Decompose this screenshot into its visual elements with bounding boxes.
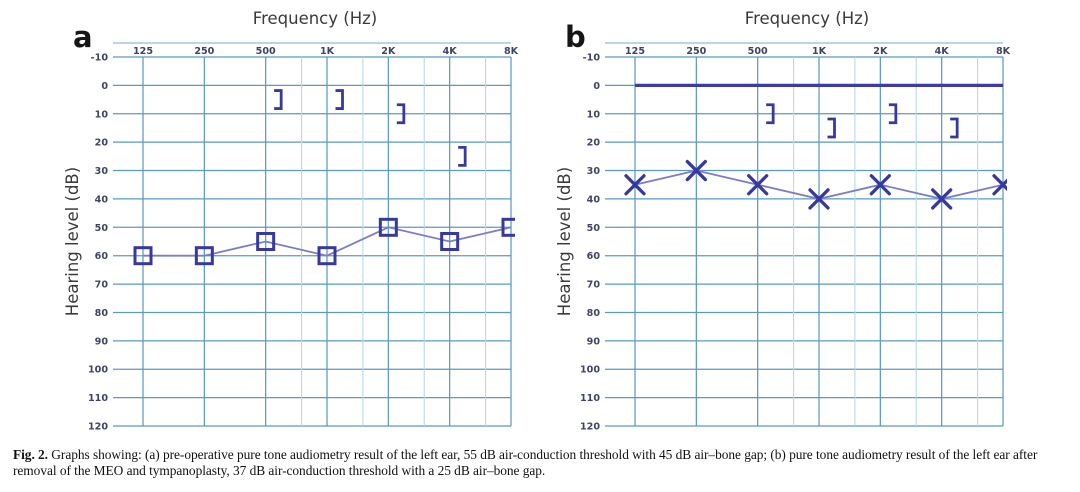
tick-labels: 125 250 500 1K 2K 4K 8K -10 0 10 20 30 40 50 60 70 80 90 1… xyxy=(88,46,519,432)
y-tick-label: 20 xyxy=(587,138,601,149)
x-tick-label: 250 xyxy=(194,46,214,57)
y-tick-label: 40 xyxy=(95,194,109,205)
y-tick-label: 60 xyxy=(587,251,601,262)
y-tick-label: 0 xyxy=(593,81,600,92)
square-marker xyxy=(440,232,460,252)
x-tick-label: 8K xyxy=(504,46,519,57)
square-marker xyxy=(133,246,153,266)
y-tick-label: 50 xyxy=(587,223,601,234)
y-tick-label: 10 xyxy=(95,109,109,120)
figure-caption: Fig. 2. Graphs showing: (a) pre-operativ… xyxy=(13,447,1071,480)
audiogram-panel-a: 125 250 500 1K 2K 4K 8K -10 0 10 20 30 40 50 60 70 80 90 1… xyxy=(63,9,519,432)
x-tick-label: 125 xyxy=(133,46,153,57)
bracket-marker xyxy=(274,89,283,110)
x-tick-label: 500 xyxy=(256,46,276,57)
y-tick-label: 20 xyxy=(95,138,109,149)
y-tick-label: 50 xyxy=(95,223,109,234)
audiogram-panel-b: 125 250 500 1K 2K 4K 8K -10 0 10 20 30 40 50 60 70 80 90 1… xyxy=(555,9,1011,432)
x-marker xyxy=(624,174,646,196)
x-marker xyxy=(869,174,891,196)
y-axis-title: Hearing level (dB) xyxy=(555,167,574,316)
caption-label: Fig. 2. xyxy=(13,447,48,462)
series-square xyxy=(133,217,515,266)
bracket-marker xyxy=(827,117,836,139)
bracket-marker xyxy=(766,103,775,125)
series-bracket xyxy=(274,89,467,167)
panel-label: a xyxy=(73,20,93,54)
x-marker xyxy=(931,188,953,210)
x-tick-label: 125 xyxy=(625,46,645,57)
y-tick-label: 70 xyxy=(587,280,601,291)
x-tick-label: 8K xyxy=(996,46,1011,57)
x-tick-label: 1K xyxy=(320,46,335,57)
x-axis-title: Frequency (Hz) xyxy=(745,9,869,28)
bracket-marker xyxy=(458,145,467,167)
tick-labels: 125 250 500 1K 2K 4K 8K -10 0 10 20 30 40 50 60 70 80 90 1… xyxy=(580,46,1011,432)
y-tick-label: 100 xyxy=(88,365,108,376)
x-marker xyxy=(808,188,830,210)
y-tick-label: 30 xyxy=(587,166,601,177)
square-marker xyxy=(501,217,515,237)
y-tick-label: -10 xyxy=(583,53,601,64)
bracket-marker xyxy=(396,103,406,125)
caption-text: Graphs showing: (a) pre-operative pure t… xyxy=(13,447,1038,479)
panel-label: b xyxy=(565,20,586,54)
y-tick-label: 60 xyxy=(95,251,109,262)
y-tick-label: 80 xyxy=(95,308,109,319)
grid xyxy=(605,42,1004,427)
y-tick-label: 30 xyxy=(95,166,109,177)
bracket-marker xyxy=(335,89,344,110)
series-connector-line xyxy=(143,226,512,257)
y-tick-label: 70 xyxy=(95,280,109,291)
x-axis-title: Frequency (Hz) xyxy=(253,9,377,28)
square-marker xyxy=(317,246,337,266)
x-tick-label: 2K xyxy=(381,46,396,57)
y-axis-title: Hearing level (dB) xyxy=(63,167,82,316)
y-tick-label: 0 xyxy=(101,81,108,92)
square-marker xyxy=(256,232,276,252)
x-tick-label: 250 xyxy=(686,46,706,57)
y-tick-label: 120 xyxy=(88,422,108,432)
y-tick-label: 110 xyxy=(580,393,600,404)
x-marker xyxy=(747,174,769,196)
x-marker xyxy=(685,159,707,182)
y-tick-label: 90 xyxy=(95,336,109,347)
x-marker xyxy=(992,178,1007,196)
bracket-marker xyxy=(950,117,959,139)
x-tick-label: 500 xyxy=(748,46,768,57)
y-tick-label: 10 xyxy=(587,109,601,120)
y-tick-label: 110 xyxy=(88,393,108,404)
y-tick-label: 100 xyxy=(580,365,600,376)
y-tick-label: -10 xyxy=(91,53,109,64)
y-tick-label: 40 xyxy=(587,194,601,205)
square-marker xyxy=(378,217,398,237)
series-bracket xyxy=(766,103,959,139)
x-tick-label: 4K xyxy=(935,46,950,57)
series-x xyxy=(624,159,1007,210)
y-tick-label: 80 xyxy=(587,308,601,319)
y-tick-label: 120 xyxy=(580,422,600,432)
x-tick-label: 2K xyxy=(873,46,888,57)
x-tick-label: 1K xyxy=(812,46,827,57)
bracket-marker xyxy=(888,103,898,125)
square-marker xyxy=(194,246,214,266)
y-tick-label: 90 xyxy=(587,336,601,347)
x-tick-label: 4K xyxy=(443,46,458,57)
